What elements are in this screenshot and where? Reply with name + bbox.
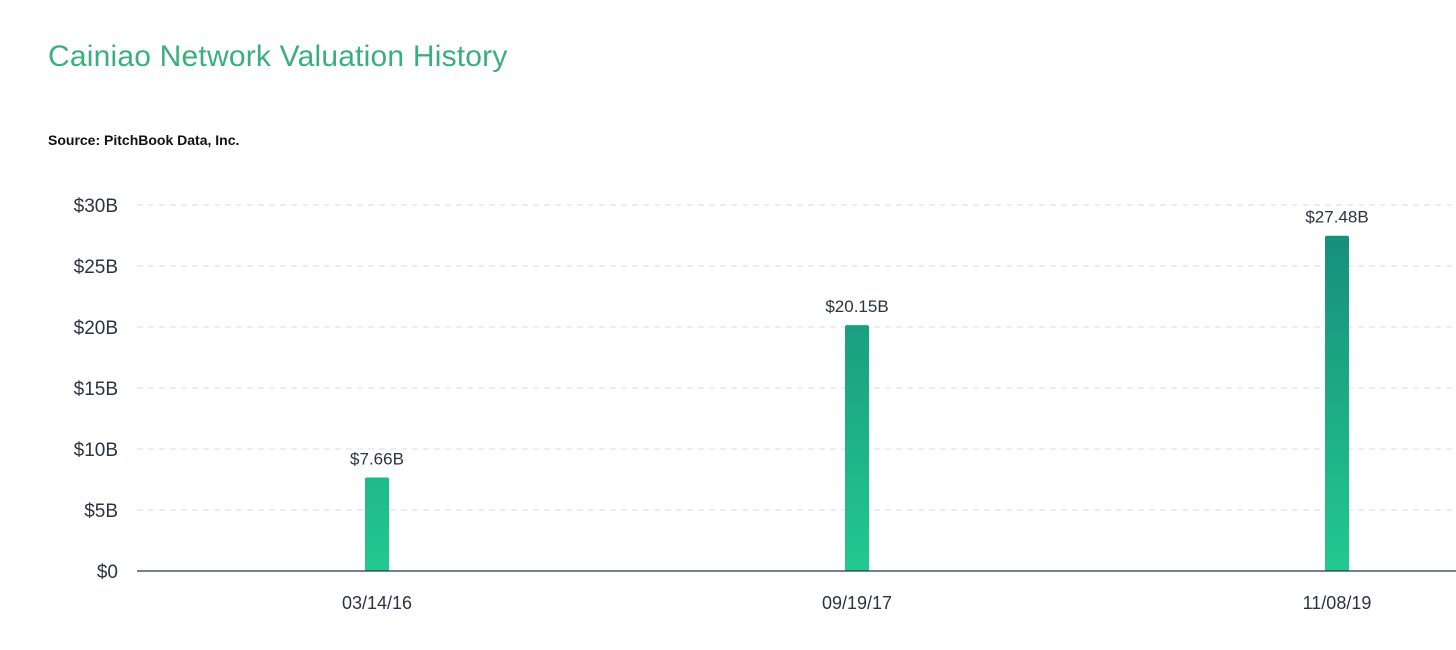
chart-source: Source: PitchBook Data, Inc. xyxy=(48,132,240,148)
bar-2 xyxy=(845,325,869,571)
y-tick-label: $30B xyxy=(74,196,118,217)
data-label-3: $27.48B xyxy=(1305,208,1368,227)
y-tick-label: $20B xyxy=(74,318,118,339)
x-axis: 03/14/16 09/19/17 11/08/19 xyxy=(137,570,1456,613)
data-labels: $7.66B $20.15B $27.48B xyxy=(350,208,1369,469)
y-tick-label: $25B xyxy=(74,257,118,278)
x-tick-label: 11/08/19 xyxy=(1303,593,1372,613)
data-label-2: $20.15B xyxy=(825,297,888,316)
x-tick-label: 09/19/17 xyxy=(822,593,892,613)
y-tick-label: $5B xyxy=(84,501,118,522)
bar-1 xyxy=(365,477,389,571)
gridlines xyxy=(137,204,1456,511)
data-label-1: $7.66B xyxy=(350,450,404,469)
x-tick-label: 03/14/16 xyxy=(342,593,412,613)
y-tick-label: $0 xyxy=(97,562,118,583)
bar-3 xyxy=(1325,235,1349,571)
y-tick-label: $15B xyxy=(74,379,118,400)
y-tick-label: $10B xyxy=(74,440,118,461)
y-axis: $0 $5B $10B $15B $20B $25B $30B xyxy=(74,196,118,583)
bars xyxy=(365,235,1349,571)
chart-title: Cainiao Network Valuation History xyxy=(48,40,508,73)
